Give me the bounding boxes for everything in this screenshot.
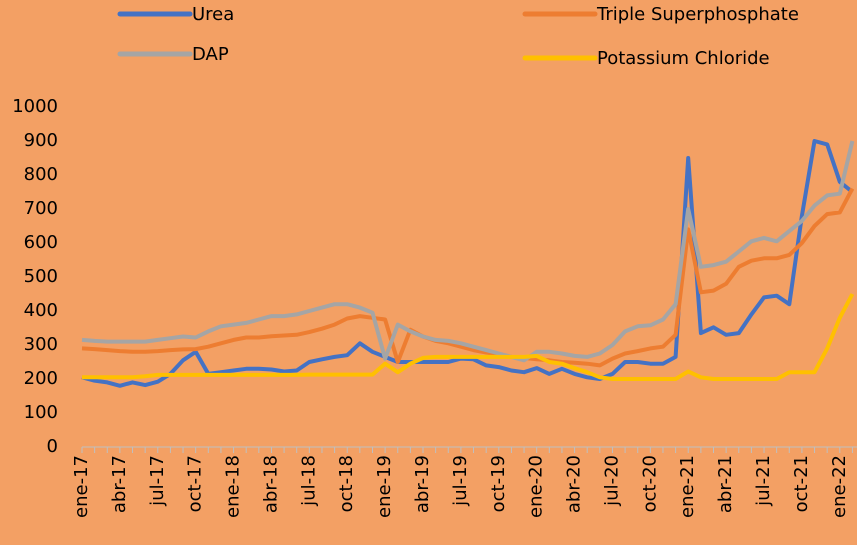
x-tick-label: abr-20 <box>564 455 585 513</box>
x-tick-label: oct-18 <box>336 455 357 512</box>
x-tick-label: oct-17 <box>185 455 206 512</box>
y-tick-label: 900 <box>24 130 58 151</box>
x-tick-label: ene-22 <box>829 455 850 518</box>
y-tick-label: 200 <box>24 368 58 389</box>
legend-label: Triple Superphosphate <box>596 4 799 25</box>
y-tick-label: 600 <box>24 232 58 253</box>
x-tick-label: ene-21 <box>677 455 698 518</box>
x-tick-label: ene-18 <box>223 455 244 518</box>
y-tick-label: 700 <box>24 198 58 219</box>
legend-label: Urea <box>192 4 234 25</box>
y-tick-label: 1000 <box>12 96 58 117</box>
y-tick-label: 300 <box>24 334 58 355</box>
x-tick-label: oct-21 <box>791 455 812 512</box>
x-tick-label: abr-19 <box>412 455 433 513</box>
x-tick-label: abr-18 <box>260 455 281 513</box>
x-tick-label: abr-17 <box>109 455 130 513</box>
y-tick-label: 0 <box>47 436 58 457</box>
y-tick-label: 100 <box>24 402 58 423</box>
x-tick-label: oct-20 <box>639 455 660 512</box>
x-tick-label: jul-20 <box>601 455 622 507</box>
series-line <box>82 293 855 381</box>
x-tick-label: jul-17 <box>147 455 168 507</box>
legend-label: DAP <box>192 44 229 65</box>
x-tick-label: jul-19 <box>450 455 471 507</box>
y-tick-label: 400 <box>24 300 58 321</box>
y-tick-label: 500 <box>24 266 58 287</box>
x-tick-label: ene-20 <box>526 455 547 518</box>
y-tick-label: 800 <box>24 164 58 185</box>
x-tick-label: oct-19 <box>488 455 509 512</box>
x-tick-label: ene-19 <box>374 455 395 518</box>
x-tick-label: jul-21 <box>753 455 774 507</box>
series-line <box>81 140 855 363</box>
x-tick-label: abr-21 <box>715 455 736 513</box>
x-tick-label: jul-18 <box>298 455 319 507</box>
x-tick-label: ene-17 <box>71 455 92 518</box>
legend-label: Potassium Chloride <box>597 48 770 69</box>
series-line <box>81 187 855 368</box>
